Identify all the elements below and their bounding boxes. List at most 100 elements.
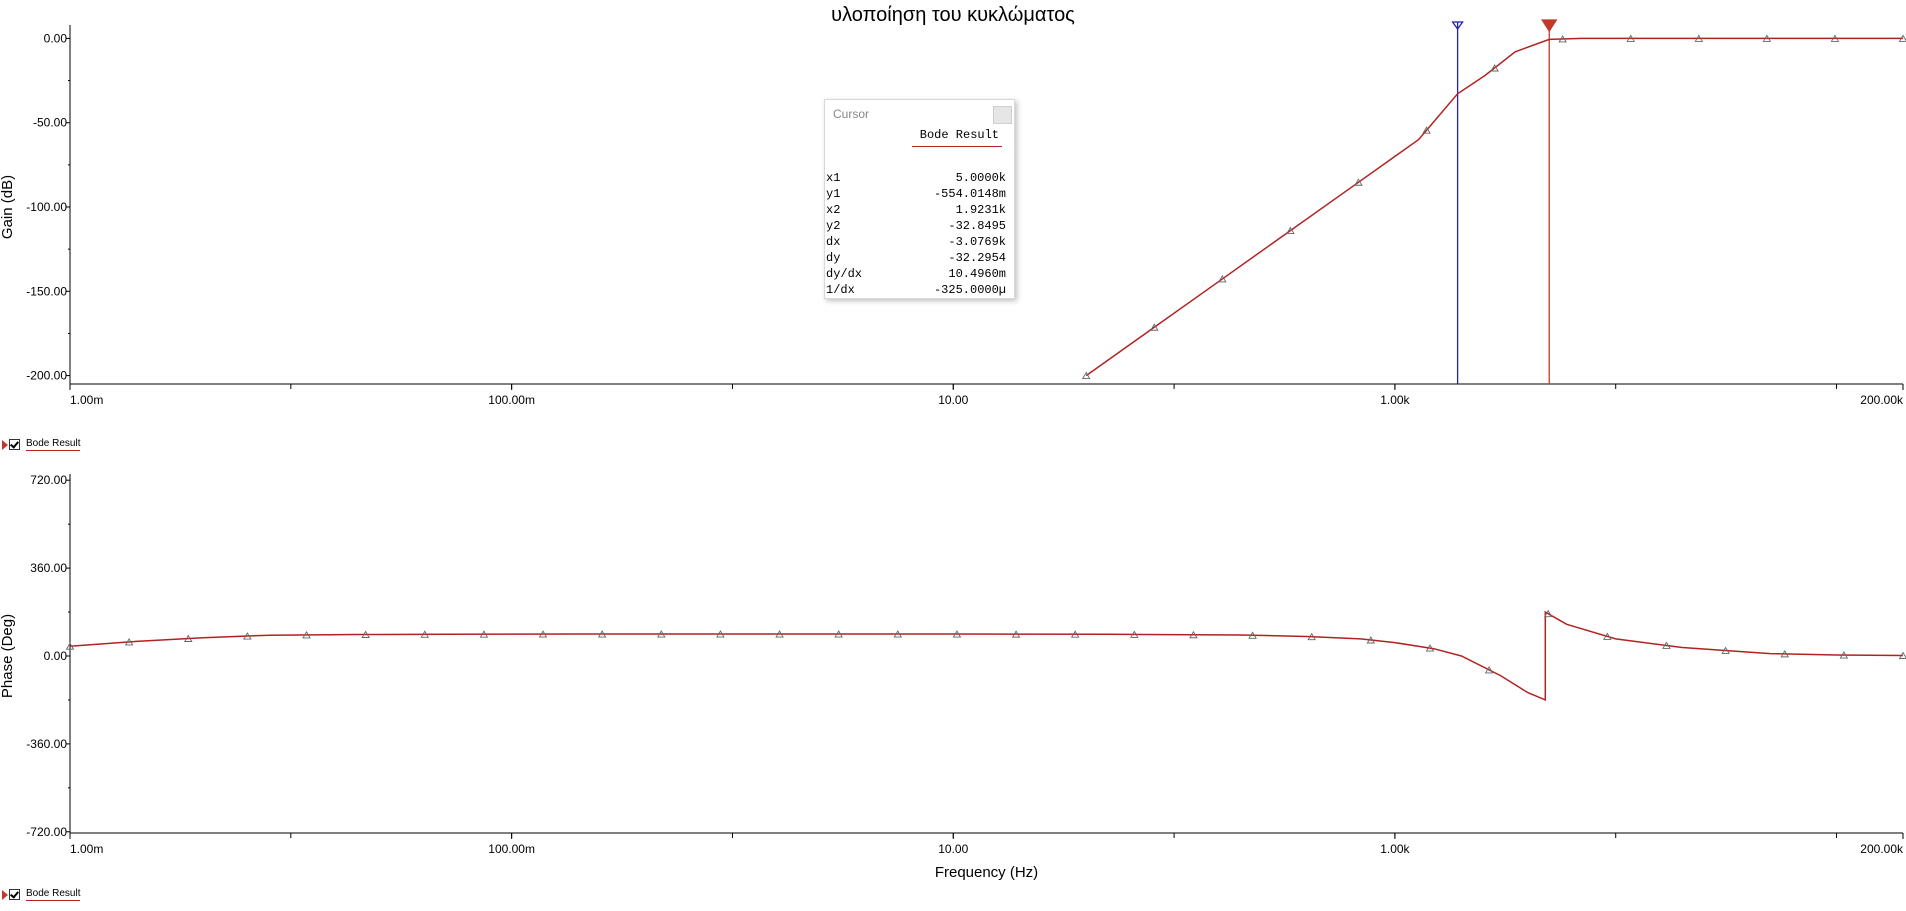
data-point-marker: [1490, 64, 1499, 72]
data-point-marker: [1898, 651, 1906, 659]
cursor-row-label: x1: [826, 171, 841, 185]
x-tick-label: 1.00k: [1380, 393, 1410, 407]
cursor-row-value: 10.4960m: [948, 267, 1006, 281]
y-tick-label: -200.00: [26, 369, 67, 383]
y-tick-label: -100.00: [26, 200, 67, 214]
x-tick-label: 1.00m: [70, 393, 103, 407]
data-point-marker: [834, 630, 843, 638]
cursor-row-label: y1: [826, 187, 841, 201]
y-tick-label: 360.00: [30, 561, 67, 575]
data-point-marker: [1839, 651, 1849, 659]
data-point-marker: [65, 642, 75, 650]
cursor-marker-icon: [1451, 21, 1464, 31]
data-point-marker: [716, 630, 725, 638]
data-point-marker: [1307, 632, 1316, 641]
data-point-marker: [1662, 641, 1671, 649]
gain-panel: 0.00 -50.00 -100.00 -150.00 -200.001.00m 100.…: [0, 19, 1906, 407]
y-tick-label: -360.00: [26, 737, 67, 751]
data-point-marker: [183, 634, 193, 642]
cursor-row-value: -32.8495: [948, 219, 1006, 233]
cursor-row-dy-dx: dy/dx 10.4960m: [826, 266, 1006, 282]
data-point-marker: [1248, 631, 1257, 639]
cursor-row-value: 5.0000k: [955, 171, 1006, 185]
series-line: [1085, 37, 1903, 377]
data-point-marker: [1081, 371, 1091, 380]
data-point-marker: [1422, 126, 1431, 134]
legend-marker-icon: [2, 440, 8, 450]
cursor-row-label: dx: [826, 235, 841, 249]
cursor-panel-title: Cursor: [833, 107, 870, 121]
y-axis-title: Gain (dB): [0, 175, 16, 239]
legend-label: Bode Result: [26, 888, 81, 901]
data-point-marker: [1558, 35, 1567, 43]
x-tick-label: 1.00m: [70, 842, 103, 856]
cursor-row-label: dy/dx: [826, 267, 863, 281]
data-point-marker: [1011, 630, 1021, 638]
data-point-marker: [538, 630, 548, 638]
data-point-marker: [1130, 630, 1139, 638]
x-tick-label: 100.00m: [488, 842, 535, 856]
x-tick-label: 10.00: [938, 842, 968, 856]
data-point-marker: [1780, 649, 1790, 658]
data-point-marker: [302, 631, 311, 639]
cursor-row-value: -325.0000µ: [933, 283, 1006, 297]
data-point-marker: [1149, 323, 1159, 331]
cursor-row-value: -554.0148m: [933, 187, 1006, 201]
data-point-marker: [775, 630, 784, 638]
y-tick-label: -150.00: [26, 284, 67, 298]
cursor-row-x1: x1 5.0000k: [826, 170, 1006, 186]
data-point-marker: [1762, 34, 1772, 42]
x-tick-label: 100.00m: [488, 393, 535, 407]
cursor-panel[interactable]: Cursor Bode Result x1 5.0000k y1 -554.0148m…: [824, 99, 1015, 299]
data-point-marker: [361, 630, 370, 638]
legend-label: Bode Result: [26, 438, 81, 451]
data-point-marker: [124, 637, 134, 646]
data-point-marker: [1366, 636, 1376, 644]
data-point-marker: [1721, 646, 1730, 654]
y-tick-label: 0.00: [44, 31, 68, 45]
data-point-marker: [597, 630, 607, 638]
checkbox-icon[interactable]: [9, 889, 20, 900]
x-tick-label: 200.00k: [1860, 842, 1904, 856]
data-point-marker: [1218, 275, 1227, 283]
y-tick-label: -50.00: [33, 116, 67, 130]
cursor-row-y1: y1 -554.0148m: [826, 186, 1006, 202]
data-point-marker: [1070, 630, 1080, 638]
data-point-marker: [243, 632, 252, 640]
cursor-row-dy: dy -32.2954: [826, 250, 1006, 266]
data-point-marker: [657, 630, 666, 638]
cursor-row-label: 1/dx: [826, 283, 855, 297]
x-tick-label: 200.00k: [1860, 393, 1904, 407]
x-tick-label: 1.00k: [1380, 842, 1410, 856]
chart-title: υλοποίηση του κυκλώματος: [831, 4, 1075, 26]
data-point-marker: [1425, 644, 1435, 652]
cursor-row-y2: y2 -32.8495: [826, 218, 1006, 234]
data-point-marker: [420, 630, 430, 638]
legend-marker-icon: [2, 890, 8, 900]
cursor-row-1-dx: 1/dx -325.0000µ: [826, 282, 1006, 298]
phase-panel: 720.00 360.00 0.00 -360.00 -720.001.00m 100.0…: [0, 473, 1906, 881]
data-point-marker: [1626, 34, 1636, 42]
series-line: [69, 610, 1904, 702]
legend-phase[interactable]: Bode Result: [2, 888, 81, 901]
data-point-marker: [1603, 632, 1612, 640]
close-button[interactable]: [993, 106, 1012, 124]
cursor-row-label: y2: [826, 219, 841, 233]
cursor-series-name: Bode Result: [911, 128, 1002, 147]
x-axis-title: Frequency (Hz): [935, 864, 1038, 881]
data-point-marker: [479, 630, 489, 638]
data-point-marker: [1830, 34, 1840, 42]
legend-gain[interactable]: Bode Result: [2, 438, 81, 451]
data-point-marker: [952, 630, 962, 638]
cursor-row-x2: x2 1.9231k: [826, 202, 1006, 218]
cursor-readout: x1 5.0000k y1 -554.0148m x2 1.9231k y2 -32.8495…: [826, 170, 1006, 298]
data-point-marker: [1898, 34, 1906, 42]
cursor-row-dx: dx -3.0769k: [826, 234, 1006, 250]
checkbox-icon[interactable]: [9, 439, 20, 450]
data-point-marker: [1189, 630, 1198, 639]
y-tick-label: 720.00: [30, 473, 67, 487]
data-point-marker: [893, 630, 903, 638]
x-tick-label: 10.00: [938, 393, 968, 407]
data-point-marker: [1484, 666, 1494, 674]
cursor-row-label: dy: [826, 251, 841, 265]
